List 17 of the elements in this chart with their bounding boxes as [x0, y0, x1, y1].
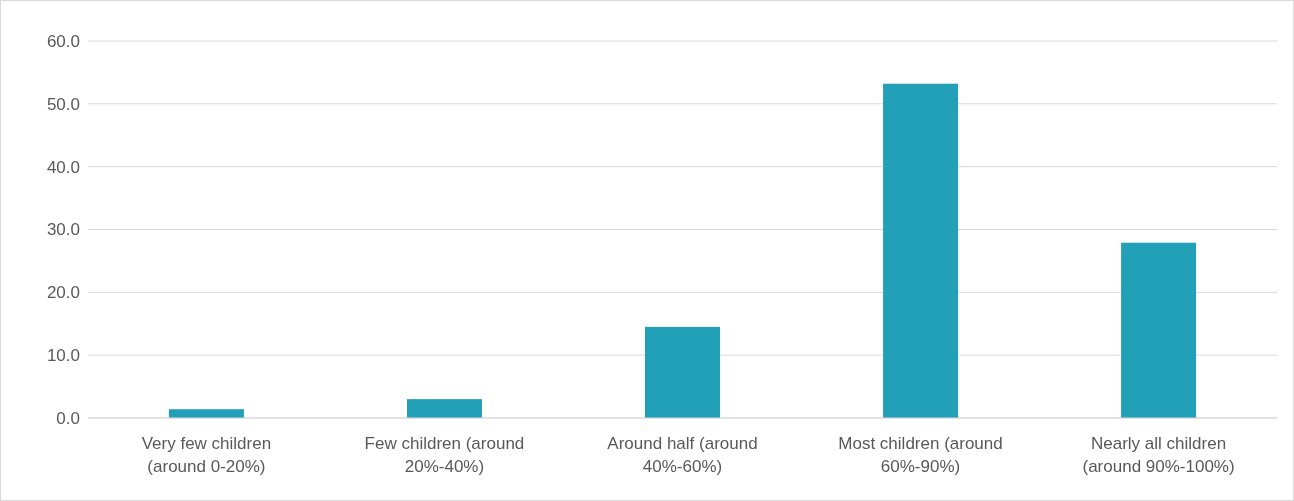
bar [168, 409, 244, 418]
y-tick-label: 20.0 [46, 283, 80, 303]
x-tick-label: Nearly all children (around 90%-100%) [1082, 434, 1235, 476]
bar [883, 83, 959, 418]
y-tick-label: 40.0 [46, 157, 80, 177]
x-tick-label: Few children (around 20%-40%) [364, 434, 525, 476]
y-tick-label: 0.0 [56, 408, 80, 428]
y-tick-label: 60.0 [46, 31, 80, 51]
y-tick-label: 10.0 [46, 346, 80, 366]
x-tick-label: Around half (around 40%-60%) [607, 434, 758, 476]
bar [406, 399, 482, 418]
y-tick-label: 50.0 [46, 94, 80, 114]
bar [645, 326, 720, 418]
bar [1121, 242, 1197, 418]
x-tick-label: Very few children (around 0-20%) [141, 434, 272, 476]
x-tick-label: Most children (around 60%-90%) [838, 434, 1003, 476]
y-tick-label: 30.0 [46, 220, 80, 240]
